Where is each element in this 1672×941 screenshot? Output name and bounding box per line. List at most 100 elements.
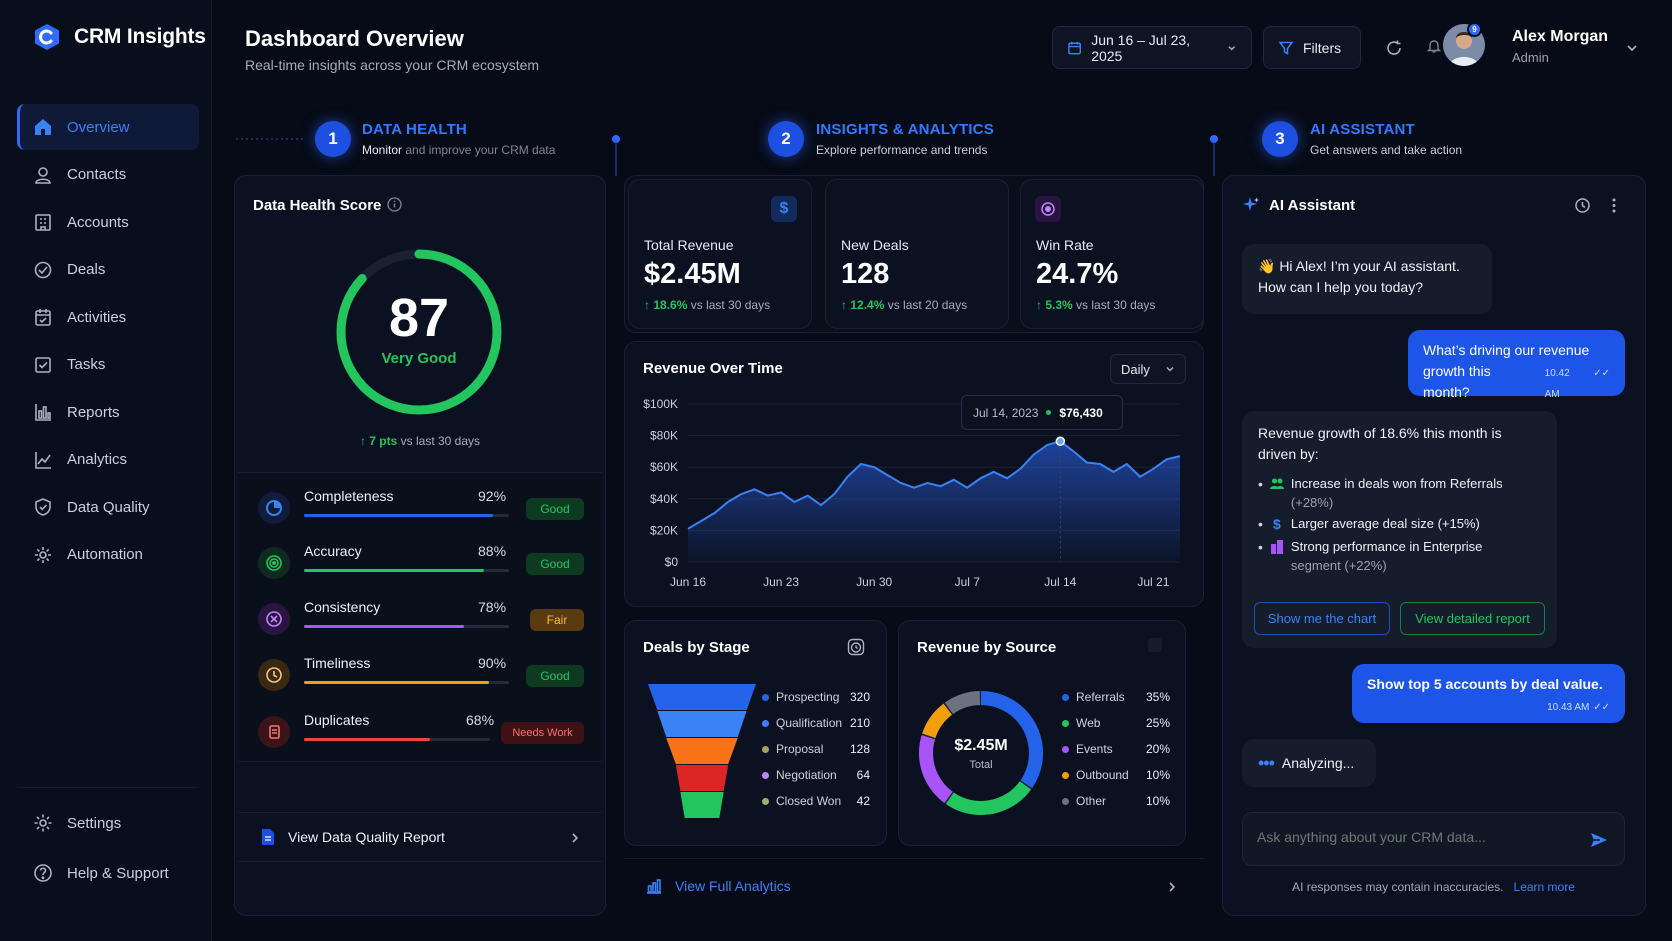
donut-center-label: Total: [969, 759, 993, 771]
building-icon: [1270, 540, 1283, 554]
tooltip-value: $76,430: [1059, 405, 1103, 420]
chat-input-box[interactable]: [1242, 812, 1625, 866]
legend-item: Proposal: [762, 742, 823, 756]
legend-value: 320: [849, 690, 870, 704]
sidebar-item-tasks[interactable]: Tasks: [17, 342, 199, 388]
home-icon: [35, 119, 51, 135]
legend-label: Prospecting: [776, 690, 840, 704]
kpi-delta-value: 12.4%: [850, 298, 885, 312]
funnel-legend: Prospecting 320 Qualification 210 Proposal 12…: [762, 690, 872, 830]
step-2-number[interactable]: 2: [768, 121, 804, 157]
user-name: Alex Morgan: [1512, 28, 1609, 45]
message-line: growth this month?: [1423, 363, 1491, 400]
metric-progress-track: [304, 625, 509, 628]
user-role: Admin: [1512, 50, 1549, 65]
revenue-source-donut[interactable]: [916, 688, 1046, 818]
metric-row-timeliness[interactable]: Timeliness 90% Good: [258, 651, 588, 705]
step-2-title[interactable]: INSIGHTS & ANALYTICS: [816, 121, 994, 138]
sidebar-item-settings[interactable]: Settings: [17, 800, 199, 846]
sidebar-item-activities[interactable]: Activities: [17, 294, 199, 340]
sidebar-item-automation[interactable]: Automation: [17, 532, 199, 578]
legend-item: Negotiation: [762, 768, 837, 782]
legend-item: Outbound: [1062, 768, 1129, 782]
status-badge: Good: [526, 498, 584, 520]
hover-point: [1055, 436, 1066, 446]
funnel-segment-negotiation: [675, 765, 729, 791]
app-logo[interactable]: CRM Insights: [32, 22, 206, 52]
status-badge: Needs Work: [501, 722, 584, 744]
deals-funnel-chart[interactable]: [645, 684, 760, 824]
metric-row-duplicates[interactable]: Duplicates 68% Needs Work: [258, 708, 588, 762]
sidebar-item-deals[interactable]: Deals: [17, 247, 199, 293]
legend-dot: [762, 719, 769, 727]
granularity-select[interactable]: Daily: [1110, 354, 1186, 384]
info-icon[interactable]: [387, 197, 402, 212]
ai-disclaimer: AI responses may contain inaccuracies. L…: [1242, 880, 1625, 894]
refresh-button[interactable]: [1382, 36, 1406, 60]
checkbox-icon: [35, 356, 51, 373]
show-chart-button[interactable]: Show me the chart: [1254, 602, 1390, 635]
clock-icon: [258, 659, 290, 691]
assistant-greeting-message: 👋 Hi Alex! I’m your AI assistant. How ca…: [1242, 244, 1492, 314]
data-quality-report-link[interactable]: View Data Quality Report: [238, 812, 602, 862]
sidebar-item-analytics[interactable]: Analytics: [17, 437, 199, 483]
sidebar-item-data-quality[interactable]: Data Quality: [17, 484, 199, 530]
send-icon[interactable]: [1589, 830, 1609, 850]
metric-row-completeness[interactable]: Completeness 92% Good: [258, 484, 588, 538]
date-range-picker[interactable]: Jun 16 – Jul 23, 2025: [1052, 26, 1252, 69]
sidebar-item-contacts[interactable]: Contacts: [17, 152, 199, 198]
health-score-rating: Very Good: [381, 350, 457, 367]
bullet-subtext: (+28%): [1290, 495, 1334, 510]
filters-button[interactable]: Filters: [1263, 26, 1361, 69]
step-1-subtitle-strong: Monitor: [362, 143, 403, 157]
target-icon: [258, 547, 290, 579]
sidebar-item-help[interactable]: Help & Support: [17, 850, 199, 896]
kpi-card-total-revenue[interactable]: $ Total Revenue $2.45M ↑ 18.6% vs last 3…: [628, 179, 812, 329]
sidebar-item-label: Activities: [67, 308, 127, 326]
view-report-button[interactable]: View detailed report: [1400, 602, 1545, 635]
sidebar-item-label: Contacts: [67, 166, 127, 183]
legend-item: Events: [1062, 742, 1113, 756]
y-tick-label: $0: [665, 555, 679, 569]
funnel-segment-closed-won: [680, 792, 724, 818]
read-check-icon: ✓✓: [1593, 702, 1610, 713]
sidebar-item-label: Help & Support: [67, 864, 169, 882]
clock-icon[interactable]: [847, 638, 865, 656]
kpi-card-win-rate[interactable]: Win Rate 24.7% ↑ 5.3% vs last 30 days: [1020, 179, 1204, 329]
shuffle-icon: [258, 603, 290, 635]
sidebar-item-label: Reports: [67, 403, 120, 421]
sidebar-item-reports[interactable]: Reports: [17, 389, 199, 435]
step-3-number[interactable]: 3: [1262, 121, 1298, 157]
sidebar-item-overview[interactable]: Overview: [17, 104, 199, 150]
metric-progress-track: [304, 681, 509, 684]
x-tick-label: Jun 16: [670, 575, 706, 589]
metric-row-accuracy[interactable]: Accuracy 88% Good: [258, 539, 588, 593]
notification-button[interactable]: [1426, 38, 1442, 54]
arrow-up-icon: ↑: [1036, 298, 1046, 312]
gear-icon: [34, 814, 52, 832]
metric-row-consistency[interactable]: Consistency 78% Fair: [258, 595, 588, 649]
sidebar: CRM Insights Overview Contacts Accounts …: [0, 0, 212, 941]
learn-more-link[interactable]: Learn more: [1513, 880, 1575, 894]
chevron-right-icon: [1169, 882, 1176, 892]
refresh-icon: [1387, 40, 1401, 55]
x-tick-label: Jul 21: [1137, 575, 1169, 589]
step-1-subtitle: Monitor and improve your CRM data: [362, 143, 555, 157]
kpi-card-new-deals[interactable]: New Deals 128 ↑ 12.4% vs last 20 days: [825, 179, 1009, 329]
typing-dots-icon: •••: [1258, 753, 1275, 773]
step-1-number[interactable]: 1: [315, 121, 351, 157]
dollar-icon: $: [771, 196, 797, 222]
chat-input[interactable]: [1257, 829, 1557, 845]
history-icon[interactable]: [1574, 197, 1591, 214]
kpi-delta-text: vs last 30 days: [1076, 298, 1156, 312]
more-vertical-icon[interactable]: [1611, 197, 1617, 214]
step-1-title[interactable]: DATA HEALTH: [362, 121, 467, 138]
view-full-analytics-link[interactable]: View Full Analytics: [624, 862, 1204, 912]
kpi-label: Total Revenue: [644, 237, 734, 253]
sidebar-item-accounts[interactable]: Accounts: [17, 199, 199, 245]
more-icon[interactable]: [1148, 638, 1162, 652]
step-3-title[interactable]: AI ASSISTANT: [1310, 121, 1415, 138]
sidebar-item-label: Overview: [67, 118, 130, 136]
user-menu-toggle[interactable]: [1626, 42, 1638, 54]
sidebar-item-label: Analytics: [67, 451, 128, 468]
